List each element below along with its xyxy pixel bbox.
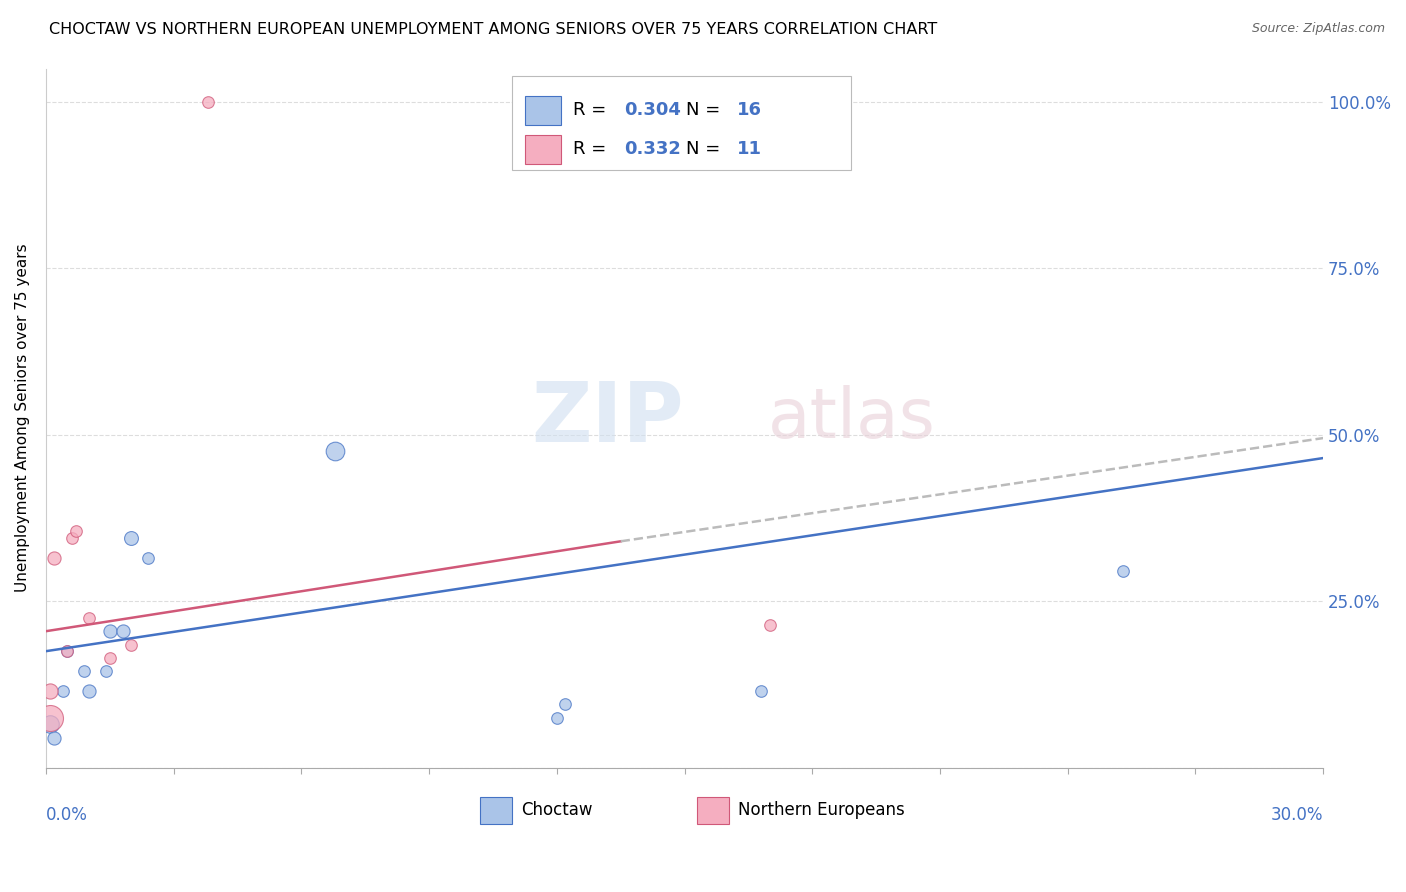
Point <box>56 644 79 658</box>
Point <box>197 95 219 109</box>
Text: 0.332: 0.332 <box>624 140 682 158</box>
Text: 0.304: 0.304 <box>624 101 682 119</box>
Point <box>1112 564 1135 578</box>
Text: 16: 16 <box>737 101 762 119</box>
Point <box>60 531 83 545</box>
Point <box>77 611 100 625</box>
Point <box>136 551 159 566</box>
Y-axis label: Unemployment Among Seniors over 75 years: Unemployment Among Seniors over 75 years <box>15 244 30 592</box>
Point <box>546 711 568 725</box>
Point <box>325 444 347 458</box>
Text: ZIP: ZIP <box>531 377 683 458</box>
Point <box>39 684 62 698</box>
Text: Source: ZipAtlas.com: Source: ZipAtlas.com <box>1251 22 1385 36</box>
Point <box>73 664 96 678</box>
Text: R =: R = <box>574 101 613 119</box>
FancyBboxPatch shape <box>512 76 851 169</box>
Point <box>39 717 62 731</box>
FancyBboxPatch shape <box>524 95 561 125</box>
Point <box>77 684 100 698</box>
Point <box>44 731 66 745</box>
Point <box>65 524 87 539</box>
Text: CHOCTAW VS NORTHERN EUROPEAN UNEMPLOYMENT AMONG SENIORS OVER 75 YEARS CORRELATIO: CHOCTAW VS NORTHERN EUROPEAN UNEMPLOYMEN… <box>49 22 938 37</box>
Point <box>39 711 62 725</box>
Point <box>120 531 142 545</box>
Text: Northern Europeans: Northern Europeans <box>738 801 905 820</box>
Point <box>44 551 66 566</box>
Point <box>758 617 780 632</box>
Text: Choctaw: Choctaw <box>522 801 592 820</box>
Point <box>749 684 772 698</box>
Point <box>120 638 142 652</box>
Text: 11: 11 <box>737 140 762 158</box>
Text: N =: N = <box>686 140 725 158</box>
Point <box>98 650 121 665</box>
FancyBboxPatch shape <box>481 797 512 823</box>
Text: N =: N = <box>686 101 725 119</box>
Point <box>554 698 576 712</box>
FancyBboxPatch shape <box>524 135 561 164</box>
Text: 30.0%: 30.0% <box>1271 806 1323 824</box>
Point <box>98 624 121 639</box>
Text: 0.0%: 0.0% <box>46 806 87 824</box>
FancyBboxPatch shape <box>697 797 730 823</box>
Point <box>111 624 134 639</box>
Point <box>52 684 75 698</box>
Point <box>56 644 79 658</box>
Point <box>94 664 117 678</box>
Text: R =: R = <box>574 140 613 158</box>
Text: atlas: atlas <box>768 384 935 451</box>
